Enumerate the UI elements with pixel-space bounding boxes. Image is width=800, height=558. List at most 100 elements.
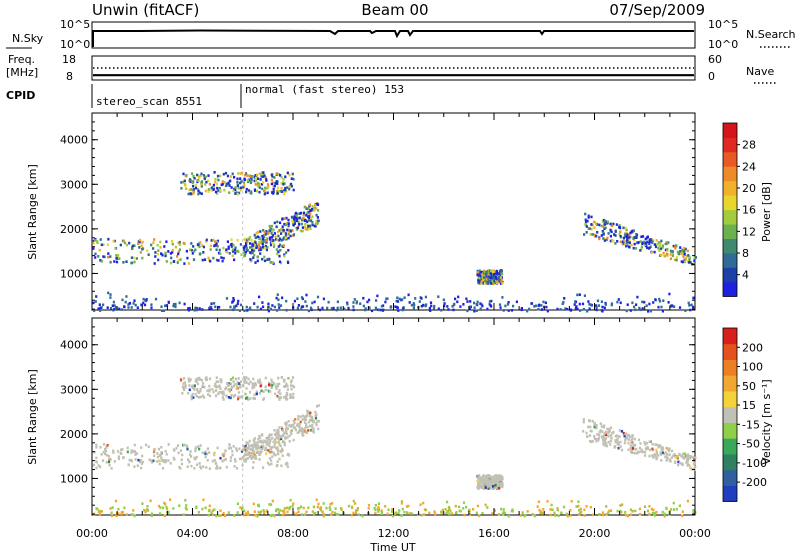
scatter-cell-morning-band bbox=[251, 448, 254, 452]
velocity-scatter bbox=[92, 318, 697, 518]
scatter-cell-morning-rising bbox=[301, 218, 304, 222]
scatter-cell-evening-band bbox=[633, 238, 636, 242]
scatter-cell-afternoon-spot bbox=[500, 279, 503, 283]
scatter-cell-evening-band bbox=[673, 453, 676, 456]
scatter-cell-upper-patch bbox=[276, 182, 279, 185]
colorbar-swatch bbox=[723, 359, 737, 376]
scatter-cell-upper-patch bbox=[278, 389, 281, 392]
scatter-cell-upper-patch bbox=[182, 386, 185, 389]
scatter-cell-morning-rising bbox=[298, 422, 301, 426]
scatter-cell-upper-patch bbox=[231, 376, 235, 380]
scatter-cell-upper-patch bbox=[215, 376, 218, 379]
scatter-cell-upper-patch bbox=[254, 176, 257, 180]
scatter-cell-ground-scatter-floor bbox=[193, 308, 196, 312]
time-tick-label: 20:00 bbox=[579, 527, 611, 540]
scatter-cell-ground-scatter-floor bbox=[243, 509, 246, 513]
scatter-cell-morning-band bbox=[147, 445, 150, 449]
scatter-cell-evening-band bbox=[627, 433, 630, 437]
scatter-cell-morning-band bbox=[156, 452, 159, 455]
scatter-cell-evening-band bbox=[661, 451, 664, 455]
scatter-cell-ground-scatter-floor bbox=[448, 508, 451, 512]
nsky-trace bbox=[92, 29, 694, 47]
scatter-cell-morning-rising bbox=[311, 220, 314, 224]
scatter-cell-ground-scatter-floor bbox=[218, 305, 221, 309]
scatter-cell-upper-patch bbox=[222, 172, 225, 176]
scatter-cell-morning-band bbox=[119, 451, 122, 455]
scatter-cell-evening-band bbox=[614, 434, 617, 438]
scatter-cell-ground-scatter-floor bbox=[553, 511, 556, 515]
scatter-cell-afternoon-spot bbox=[497, 478, 500, 482]
scatter-cell-morning-band bbox=[204, 450, 207, 454]
scatter-cell-ground-scatter-floor bbox=[106, 306, 109, 309]
scatter-cell-ground-scatter-floor bbox=[259, 512, 262, 515]
scatter-cell-morning-band bbox=[196, 243, 199, 246]
scatter-cell-morning-band bbox=[130, 449, 133, 452]
scatter-cell-upper-patch bbox=[204, 175, 207, 179]
scatter-cell-morning-band bbox=[176, 255, 179, 258]
scatter-cell-morning-band bbox=[261, 447, 264, 450]
scatter-cell-afternoon-spot bbox=[495, 481, 498, 485]
scatter-cell-ground-scatter-floor bbox=[539, 511, 542, 515]
scatter-cell-ground-scatter-floor bbox=[339, 306, 342, 310]
scatter-cell-ground-scatter-floor bbox=[420, 304, 423, 308]
nave-tick-top: 60 bbox=[708, 53, 722, 66]
scatter-cell-upper-patch bbox=[237, 186, 240, 190]
scatter-cell-evening-band bbox=[619, 445, 622, 448]
scatter-cell-evening-band bbox=[606, 427, 609, 431]
scatter-cell-ground-scatter-floor bbox=[277, 303, 280, 306]
scatter-cell-evening-band bbox=[616, 434, 619, 437]
scatter-cell-ground-scatter-floor bbox=[401, 507, 404, 511]
scatter-cell-morning-rising bbox=[287, 236, 290, 240]
scatter-cell-morning-rising bbox=[304, 222, 307, 226]
scatter-cell-morning-band bbox=[241, 464, 244, 467]
scatter-cell-evening-band bbox=[620, 430, 624, 433]
scatter-cell-morning-band bbox=[183, 262, 186, 265]
scatter-cell-ground-scatter-floor bbox=[601, 511, 605, 514]
scatter-cell-evening-band bbox=[668, 453, 671, 457]
scatter-cell-afternoon-spot bbox=[488, 279, 491, 283]
scatter-cell-morning-band bbox=[273, 243, 276, 246]
scatter-cell-evening-band bbox=[603, 444, 606, 447]
scatter-cell-evening-band bbox=[692, 462, 696, 466]
scatter-cell-morning-band bbox=[256, 259, 259, 263]
scatter-cell-ground-scatter-floor bbox=[300, 308, 303, 311]
scatter-cell-morning-rising bbox=[293, 421, 296, 425]
scatter-cell-morning-rising bbox=[277, 431, 280, 435]
scatter-cell-morning-band bbox=[224, 250, 228, 253]
scatter-cell-upper-patch bbox=[255, 179, 258, 183]
scatter-cell-upper-patch bbox=[286, 171, 289, 175]
scatter-cell-evening-band bbox=[657, 445, 660, 449]
scatter-cell-morning-band bbox=[152, 450, 156, 454]
scatter-cell-morning-band bbox=[171, 242, 174, 246]
scatter-cell-morning-band bbox=[199, 466, 203, 470]
scatter-cell-evening-band bbox=[606, 236, 609, 240]
scatter-cell-ground-scatter-floor bbox=[395, 299, 398, 303]
scatter-cell-upper-patch bbox=[182, 172, 185, 176]
scatter-cell-ground-scatter-floor bbox=[478, 514, 481, 518]
scatter-cell-evening-band bbox=[595, 234, 598, 238]
scatter-cell-upper-patch bbox=[214, 178, 217, 181]
scatter-cell-upper-patch bbox=[197, 179, 200, 182]
scatter-cell-morning-rising bbox=[302, 213, 305, 216]
scatter-cell-upper-patch bbox=[200, 192, 203, 195]
scatter-cell-upper-patch bbox=[197, 396, 201, 399]
scatter-cell-ground-scatter-floor bbox=[583, 514, 586, 517]
scatter-cell-morning-rising bbox=[247, 442, 250, 445]
scatter-cell-evening-band bbox=[633, 451, 636, 455]
scatter-cell-evening-band bbox=[631, 229, 634, 233]
scatter-cell-morning-rising bbox=[248, 444, 251, 448]
scatter-cell-upper-patch bbox=[236, 193, 239, 196]
scatter-cell-morning-rising bbox=[273, 438, 276, 441]
scatter-cell-morning-rising bbox=[248, 439, 251, 443]
scatter-cell-afternoon-spot bbox=[478, 477, 482, 481]
scatter-cell-afternoon-spot bbox=[500, 475, 503, 478]
scatter-cell-evening-band bbox=[644, 450, 647, 454]
scatter-cell-ground-scatter-floor bbox=[374, 511, 377, 515]
scatter-cell-morning-rising bbox=[306, 425, 309, 429]
scatter-cell-evening-band bbox=[649, 238, 652, 241]
scatter-cell-upper-patch bbox=[239, 172, 243, 175]
scatter-cell-upper-patch bbox=[270, 173, 273, 177]
scatter-cell-evening-band bbox=[670, 449, 674, 453]
scatter-cell-evening-band bbox=[654, 453, 657, 457]
scatter-cell-ground-scatter-floor bbox=[681, 510, 684, 513]
